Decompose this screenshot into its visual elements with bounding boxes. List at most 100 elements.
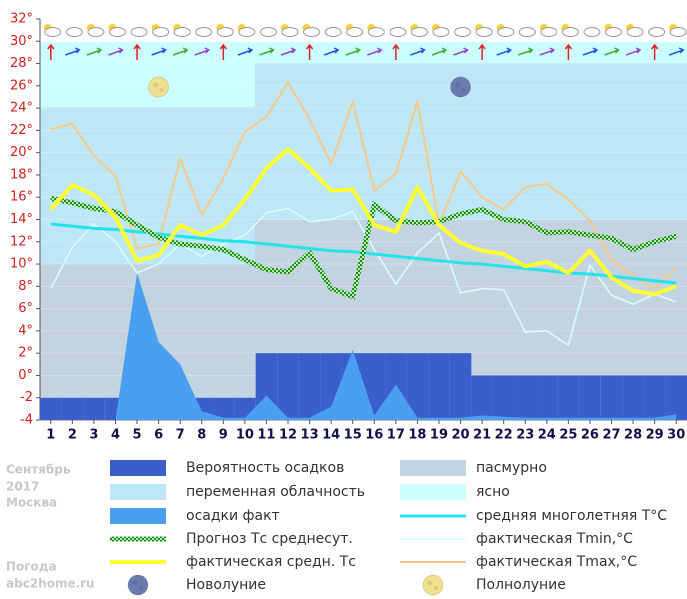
x-tick-label: 7 bbox=[176, 428, 185, 443]
precip-probability-bar bbox=[536, 375, 558, 420]
y-tick-label: 18° bbox=[10, 167, 33, 182]
wind-arrow bbox=[219, 43, 227, 60]
y-tick-label: 8° bbox=[18, 279, 33, 294]
legend-swatch bbox=[110, 460, 166, 476]
y-tick-label: 12° bbox=[10, 234, 33, 249]
x-tick-label: 6 bbox=[154, 428, 163, 443]
temperature-line bbox=[49, 147, 677, 297]
y-tick-label: 0° bbox=[18, 368, 33, 383]
precip-probability-bar bbox=[61, 397, 84, 420]
zone-clear bbox=[40, 63, 255, 107]
month: Сентябрь bbox=[6, 463, 71, 477]
precip-probability-bar bbox=[277, 353, 299, 420]
weather-icon bbox=[583, 27, 601, 37]
wind-arrow bbox=[668, 47, 685, 56]
legend-moon bbox=[422, 574, 444, 596]
legend-label: Прогноз Тс среднесут. bbox=[186, 531, 353, 547]
weather-icon bbox=[626, 27, 644, 37]
x-tick-label: 12 bbox=[279, 428, 297, 443]
precip-probability-bar bbox=[40, 397, 62, 420]
wind-arrow bbox=[133, 43, 141, 60]
x-tick-label: 20 bbox=[452, 428, 470, 443]
wind-arrow bbox=[305, 43, 314, 60]
legend-label: фактическая Tmin,°C bbox=[476, 531, 633, 547]
wind-arrow bbox=[496, 47, 512, 56]
y-tick-label: 30° bbox=[10, 34, 33, 49]
x-tick-label: 19 bbox=[430, 428, 448, 443]
x-tick-label: 1 bbox=[46, 428, 55, 443]
precip-probability-bar bbox=[579, 375, 601, 420]
weather-icon bbox=[303, 27, 321, 37]
legend-label: осадки факт bbox=[186, 508, 280, 524]
wind-arrow bbox=[259, 47, 275, 56]
y-tick-label: 2° bbox=[18, 346, 33, 361]
weather-icon bbox=[561, 27, 579, 37]
x-tick-label: 30 bbox=[667, 428, 685, 443]
precip-probability-bar bbox=[449, 353, 472, 420]
moon-spot bbox=[461, 88, 466, 92]
wind-arrow bbox=[651, 43, 659, 60]
precip-probability-bar bbox=[83, 397, 105, 420]
x-tick-label: 16 bbox=[365, 428, 383, 443]
precip-probability-bar bbox=[665, 375, 687, 420]
weather-icon bbox=[238, 27, 256, 37]
y-tick-label: 20° bbox=[10, 145, 33, 160]
x-tick-label: 28 bbox=[624, 428, 642, 443]
wind-arrow bbox=[517, 47, 534, 56]
weather-icon bbox=[389, 27, 407, 37]
weather-icon bbox=[281, 27, 299, 37]
y-tick-label: -4 bbox=[20, 413, 33, 428]
weather-icon bbox=[44, 27, 62, 37]
y-tick-label: 28° bbox=[10, 56, 33, 71]
zone-partly-cloudy bbox=[255, 63, 687, 220]
x-tick-label: 10 bbox=[236, 428, 254, 443]
legend-moon-spot bbox=[427, 580, 433, 586]
weather-icon bbox=[346, 27, 364, 37]
weather-icon bbox=[216, 27, 234, 37]
x-tick-label: 13 bbox=[301, 428, 319, 443]
weather-icon bbox=[65, 27, 83, 37]
legend-label: Новолуние bbox=[186, 577, 266, 593]
precip-probability-bar bbox=[471, 375, 493, 420]
y-tick-label: 10° bbox=[10, 257, 33, 272]
precip-probability-bar bbox=[622, 375, 644, 420]
weather-icon bbox=[130, 27, 148, 37]
year: 2017 bbox=[6, 480, 39, 494]
legend-label: средняя многолетняя T°C bbox=[476, 508, 667, 524]
temperature-line bbox=[50, 81, 677, 290]
wind-arrow bbox=[564, 43, 572, 60]
weather-icon bbox=[108, 27, 126, 37]
site: abc2home.ru bbox=[6, 577, 95, 591]
city: Москва bbox=[6, 496, 57, 510]
precip-probability-bar bbox=[600, 375, 623, 420]
precip-probability-bar bbox=[492, 375, 515, 420]
weather-icon bbox=[195, 27, 213, 37]
precip-probability-bar bbox=[428, 353, 450, 420]
legend-label: ясно bbox=[476, 484, 510, 500]
weather-icon bbox=[648, 27, 666, 37]
legend-label: Полнолуние bbox=[476, 577, 566, 593]
weather-icon bbox=[605, 27, 623, 37]
y-tick-label: -2 bbox=[20, 390, 33, 405]
wind-row bbox=[40, 42, 687, 63]
weather-icon bbox=[173, 27, 191, 37]
wind-arrow bbox=[410, 47, 426, 56]
legend-moon-spot bbox=[434, 586, 438, 590]
legend-label: фактическая средн. Тс bbox=[186, 554, 356, 570]
weather-icon bbox=[475, 27, 493, 37]
wind-arrow bbox=[47, 43, 55, 60]
x-tick-label: 9 bbox=[219, 428, 228, 443]
x-tick-label: 3 bbox=[89, 428, 98, 443]
wind-arrow bbox=[151, 47, 167, 56]
weather-icon bbox=[410, 27, 428, 37]
moon-spot bbox=[159, 88, 164, 92]
weather-icon bbox=[497, 27, 515, 37]
legend-moon bbox=[127, 574, 149, 596]
precip-area bbox=[50, 273, 677, 420]
x-tick-label: 22 bbox=[495, 428, 513, 443]
x-tick-label: 27 bbox=[602, 428, 620, 443]
legend-label: Вероятность осадков bbox=[186, 460, 344, 476]
x-tick-label: 5 bbox=[133, 428, 142, 443]
precip-probability-bar bbox=[212, 397, 235, 420]
legend-swatch bbox=[400, 460, 466, 476]
